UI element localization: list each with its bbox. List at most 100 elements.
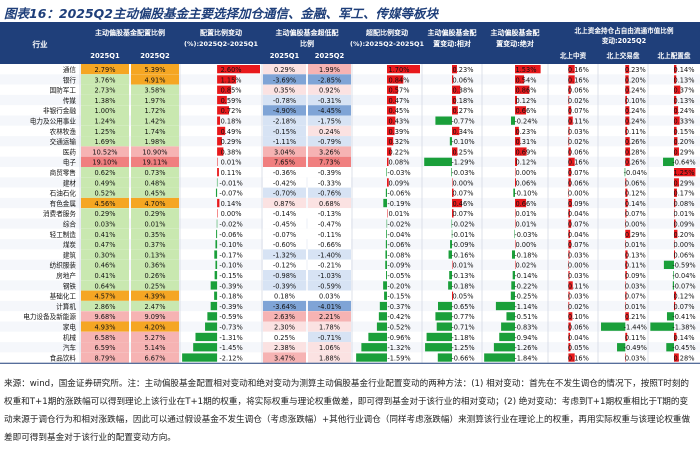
absolute-change-label: 0.06% (516, 179, 537, 187)
over-change-bar (386, 168, 387, 177)
over-q1-value: 2.63% (274, 313, 295, 321)
over-q2-cell (308, 300, 351, 312)
relative-change-bar (452, 95, 456, 105)
nb-trading-label: 0.24% (625, 118, 646, 126)
q1-value: 0.03% (95, 221, 116, 229)
over-q2-value: -0.11% (318, 231, 341, 239)
relative-change-bar (451, 168, 452, 177)
nb-china-bar (568, 229, 570, 239)
over-q1-value: -0.39% (273, 282, 296, 290)
q2-value: 9.09% (145, 313, 166, 321)
nb-china-label: 0.00% (568, 262, 589, 270)
nb-china-label: 0.07% (568, 221, 589, 229)
over-q2-value: -0.59% (318, 282, 341, 290)
over-change-bar (387, 75, 404, 84)
header-over-change-1: 超配比例变动 (366, 28, 408, 37)
over-q2-value: -0.13% (318, 210, 341, 218)
q1-cell (81, 352, 129, 363)
over-change-bar (378, 312, 387, 321)
nb-allocation-bar (674, 75, 677, 84)
q1-value: 0.47% (95, 241, 116, 249)
absolute-change-label: -0.25% (514, 293, 537, 301)
nb-trading-label: 0.23% (625, 66, 646, 74)
nb-allocation-label: 0.29% (674, 179, 695, 187)
header-q1: 2025Q1 (90, 52, 120, 60)
q1-value: 9.68% (95, 313, 116, 321)
q1-cell (81, 290, 129, 301)
over-q2-value: -0.33% (318, 179, 341, 187)
nb-trading-bar (624, 168, 626, 177)
q2-value: 0.26% (145, 272, 166, 280)
industry-label: 医药 (63, 147, 77, 156)
over-q2-cell (308, 146, 351, 157)
over-change-bar (387, 126, 395, 136)
alloc-change-bar (217, 85, 232, 94)
industry-label: 煤炭 (63, 240, 77, 249)
nb-trading-bar (625, 353, 626, 362)
over-q1-cell (263, 270, 306, 281)
absolute-change-bar (515, 65, 541, 74)
relative-change-label: -0.77% (451, 118, 474, 126)
over-q2-cell (308, 352, 351, 363)
nb-china-bar (568, 291, 570, 300)
q2-cell (131, 125, 179, 137)
over-q2-value: -0.21% (318, 262, 341, 270)
absolute-change-bar (515, 126, 519, 136)
q2-value: 5.14% (145, 344, 166, 352)
alloc-change-label: -0.01% (219, 179, 242, 187)
q2-cell (131, 342, 179, 353)
over-change-bar (368, 332, 387, 342)
alloc-change-label: 0.14% (221, 200, 242, 208)
over-q1-value: -3.64% (273, 303, 296, 311)
q2-value: 1.97% (145, 97, 166, 105)
nb-trading-bar (625, 147, 631, 156)
relative-change-bar (424, 157, 452, 166)
relative-change-label: -0.10% (451, 138, 474, 146)
over-q1-cell (263, 280, 306, 291)
over-q1-cell (263, 197, 306, 209)
alloc-change-bar (217, 75, 237, 84)
nb-trading-label: 0.21% (625, 313, 646, 321)
over-q2-value: 1.88% (319, 354, 340, 362)
over-change-label: -0.19% (387, 200, 410, 208)
alloc-change-bar (217, 157, 218, 166)
alloc-change-label: -0.18% (219, 293, 242, 301)
alloc-change-label: 0.29% (221, 138, 242, 146)
q2-value: 0.35% (145, 231, 166, 239)
absolute-change-bar (484, 353, 515, 362)
header-northbound-1: 北上资金持仓占自由流通市值比例 (575, 26, 674, 35)
over-change-label: -0.03% (387, 169, 410, 177)
nb-trading-bar (625, 106, 630, 115)
alloc-change-bar (195, 332, 218, 342)
over-q1-value: -0.70% (273, 190, 296, 198)
q1-value: 4.93% (95, 324, 116, 332)
over-q2-cell (308, 74, 351, 85)
chart-title: 图表16：2025Q2主动偏股基金主要选择加仓通信、金融、军工、传媒等板块 (4, 6, 439, 21)
q1-value: 1.69% (95, 138, 116, 146)
relative-change-bar (426, 332, 452, 342)
over-q2-value: 1.78% (319, 324, 340, 332)
over-q2-cell (308, 280, 351, 291)
header-over-q2: 2025Q2 (315, 52, 345, 60)
nb-allocation-label: 0.24% (674, 107, 695, 115)
nb-china-bar (568, 198, 572, 208)
over-change-label: 0.01% (389, 210, 410, 218)
over-q1-cell (263, 321, 306, 332)
absolute-change-label: 0.66% (516, 107, 537, 115)
q2-value: 0.01% (145, 221, 166, 229)
nb-allocation-bar (674, 137, 678, 146)
nb-trading-label: 0.14% (625, 200, 646, 208)
q1-cell (81, 331, 129, 343)
over-q1-cell (263, 105, 306, 116)
relative-change-bar (437, 353, 452, 362)
industry-label: 电力及公用事业 (30, 117, 77, 126)
absolute-change-bar (515, 168, 516, 177)
over-q2-value: -2.85% (318, 76, 341, 84)
over-q1-value: 0.35% (274, 87, 295, 95)
alloc-change-label: 2.60% (221, 66, 242, 74)
q2-value: 6.67% (145, 354, 166, 362)
over-q2-cell (308, 136, 351, 147)
alloc-change-label: -2.12% (219, 354, 242, 362)
industry-label: 农林牧渔 (50, 127, 77, 136)
nb-china-label: 0.04% (568, 334, 589, 342)
